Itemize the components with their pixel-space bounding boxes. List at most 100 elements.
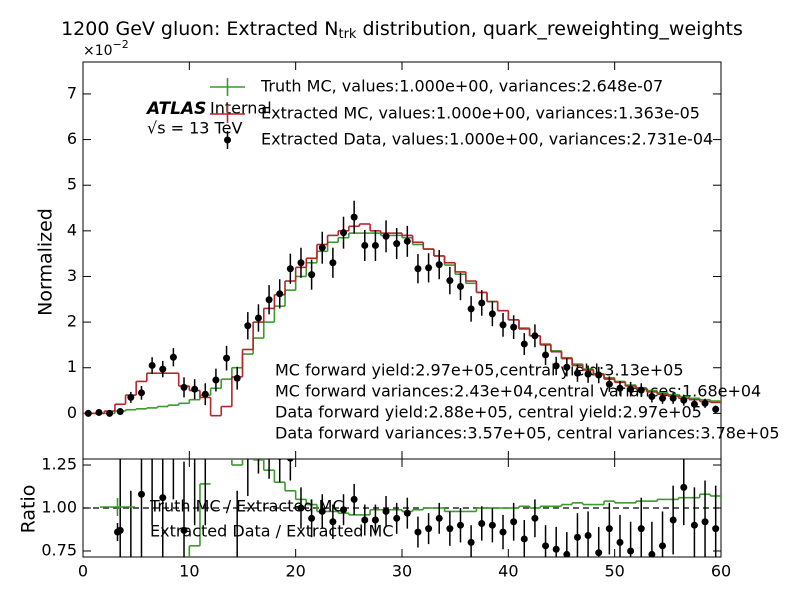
data-point [605, 525, 613, 533]
y-tick-label: 2 [67, 312, 77, 331]
data-point [552, 362, 560, 370]
data-point [595, 371, 603, 379]
data-point [403, 509, 411, 517]
x-tick-label: 30 [392, 562, 412, 581]
data-point [542, 542, 550, 550]
legend-label: Extracted Data, values:1.000e+00, varian… [261, 130, 713, 149]
data-point [435, 261, 443, 269]
y-axis-label: Normalized [35, 208, 57, 316]
data-point [584, 532, 592, 540]
data-point [382, 232, 390, 240]
y-tick-label: 1.25 [41, 455, 77, 474]
data-point [137, 490, 145, 498]
x-tick-label: 20 [285, 562, 305, 581]
data-point [456, 283, 464, 291]
data-point [361, 516, 369, 524]
data-point [350, 213, 358, 221]
data-point [520, 340, 528, 348]
data-point [669, 516, 677, 524]
offset-base: ×10 [83, 43, 113, 59]
data-point [180, 526, 188, 534]
chart-title: 1200 GeV gluon: Extracted Ntrk distribut… [61, 18, 743, 42]
data-point [95, 408, 103, 416]
annotation: MC forward yield:2.97e+05,central yield:… [275, 361, 684, 380]
data-point [106, 409, 114, 417]
data-point [467, 538, 475, 546]
data-point [690, 521, 698, 529]
annotation: MC forward variances:2.43e+04,central va… [275, 382, 761, 401]
data-point [233, 374, 241, 382]
data-point [244, 441, 251, 448]
data-point [573, 369, 581, 377]
data-point [169, 353, 177, 361]
y-tick-label: 7 [67, 83, 77, 102]
data-point [499, 528, 507, 536]
data-point [266, 444, 273, 451]
data-point [84, 409, 92, 417]
title-subscript: trk [338, 27, 356, 42]
data-point [371, 516, 379, 524]
y-tick-label: 1.00 [41, 498, 77, 517]
data-point [393, 514, 401, 522]
data-point [244, 322, 252, 330]
atlas-label: ATLAS [145, 99, 206, 119]
data-point [116, 408, 124, 416]
data-point [382, 507, 390, 515]
data-point [478, 299, 486, 307]
data-point [680, 396, 688, 404]
data-point [393, 240, 401, 248]
data-point [648, 392, 656, 400]
data-point [212, 376, 220, 384]
data-point [648, 550, 656, 557]
plot-area [83, 419, 721, 557]
data-point [276, 290, 284, 298]
y-tick-label: 0 [67, 403, 77, 422]
y-tick-label: 3 [67, 266, 77, 285]
data-point [680, 483, 688, 491]
energy-label: √s = 13 TeV [147, 119, 242, 138]
data-point [488, 521, 496, 529]
annotation: Data forward yield:2.88e+05, central yie… [275, 403, 702, 422]
data-point [605, 380, 613, 388]
data-point [318, 244, 326, 252]
legend-label: Truth MC, values:1.000e+00, variances:2.… [260, 77, 663, 96]
data-point [542, 351, 550, 359]
legend-label: Extracted Data / Extracted MC [150, 522, 394, 541]
data-point [137, 389, 145, 397]
y-axis-label: Ratio [18, 485, 40, 534]
x-tick-label: 40 [498, 562, 518, 581]
data-point [637, 525, 645, 533]
data-point [701, 399, 709, 407]
data-point [277, 459, 283, 460]
data-point [148, 361, 156, 369]
data-point [255, 436, 262, 443]
data-point [414, 528, 422, 536]
data-point [202, 419, 209, 426]
y-tick-label: 6 [67, 129, 77, 148]
data-point [403, 237, 411, 245]
data-point [563, 363, 571, 371]
data-point [659, 394, 667, 402]
x-tick-label: 50 [604, 562, 624, 581]
data-point [573, 533, 581, 541]
data-point [170, 427, 177, 434]
data-point [616, 538, 624, 546]
data-point [149, 436, 156, 443]
data-point [520, 535, 528, 543]
data-point [425, 525, 433, 533]
data-point [595, 549, 603, 557]
data-point [456, 521, 464, 529]
data-point [690, 400, 698, 408]
data-point [552, 545, 560, 553]
data-point [712, 405, 720, 413]
x-tick-label: 0 [78, 562, 88, 581]
data-point [350, 495, 358, 503]
data-point [510, 518, 518, 526]
data-point [159, 494, 167, 502]
data-point [659, 542, 667, 550]
atlas-status: Internal [210, 99, 272, 118]
data-point [627, 547, 635, 555]
data-point [329, 518, 337, 526]
legend-marker [114, 528, 121, 536]
